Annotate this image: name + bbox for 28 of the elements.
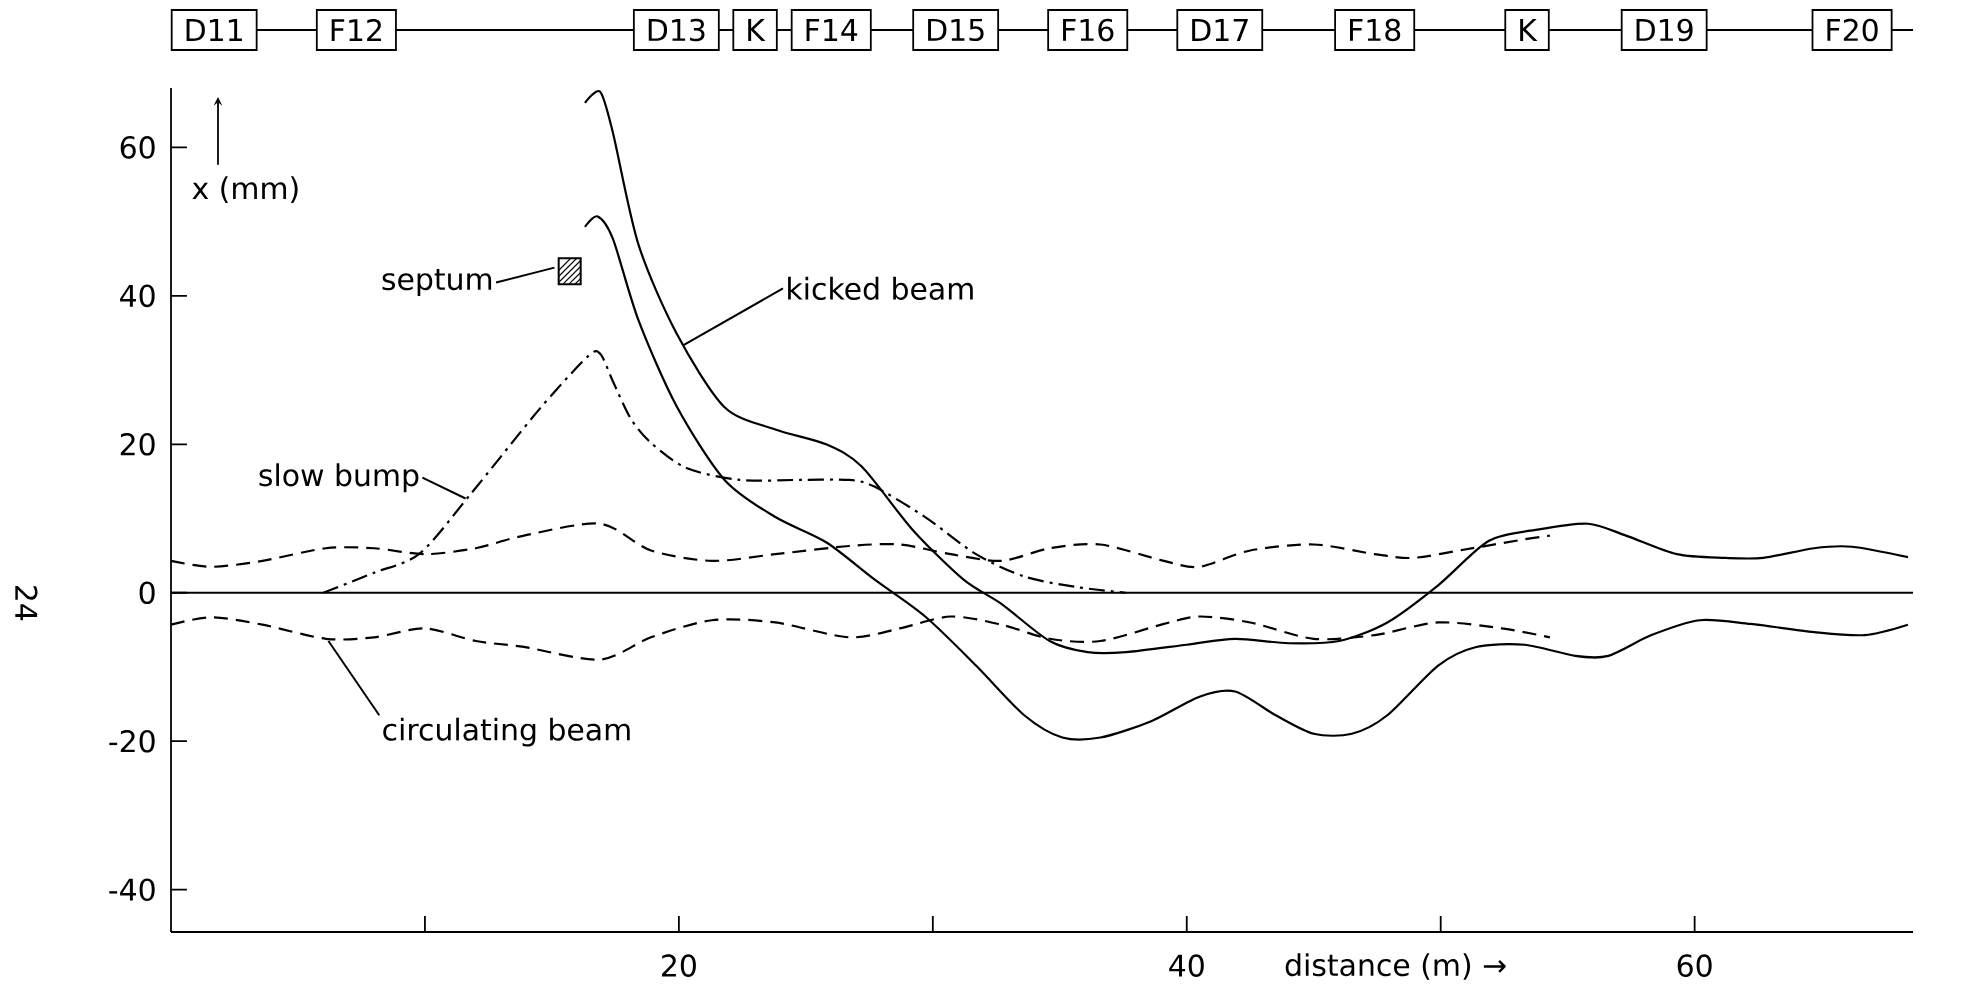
text: F18	[1350, 18, 1401, 42]
y-tick-label: 20	[120, 432, 155, 456]
text: K	[1520, 19, 1538, 41]
text: F16	[1063, 18, 1114, 42]
x-tick-label: 40	[1169, 954, 1204, 977]
y-tick-label: -40	[109, 878, 155, 902]
annotation: circulating beam	[383, 717, 630, 747]
y-tick-label: -20	[109, 729, 155, 753]
text: D19	[1636, 18, 1693, 42]
text: K	[748, 19, 766, 41]
y-tick-label: 60	[120, 136, 155, 159]
x-axis-title: distance (m) →	[1285, 953, 1506, 980]
text: 24	[15, 586, 38, 621]
text: D17	[1192, 19, 1248, 41]
text: D13	[648, 18, 705, 42]
annotation: septum	[382, 268, 492, 297]
y-axis-title: x (mm)	[192, 176, 298, 203]
text: F14	[806, 19, 858, 41]
text: D11	[186, 19, 242, 41]
text: D15	[928, 18, 984, 42]
text: F20	[1827, 18, 1878, 42]
y-tick-label: 0	[139, 581, 155, 605]
y-tick-label: 40	[120, 284, 155, 308]
annotation: slow bump	[259, 463, 419, 493]
text: F12	[331, 18, 381, 42]
annotation: kicked beam	[788, 276, 973, 300]
x-tick-label: 20	[662, 954, 696, 977]
x-tick-label: 60	[1677, 954, 1712, 977]
